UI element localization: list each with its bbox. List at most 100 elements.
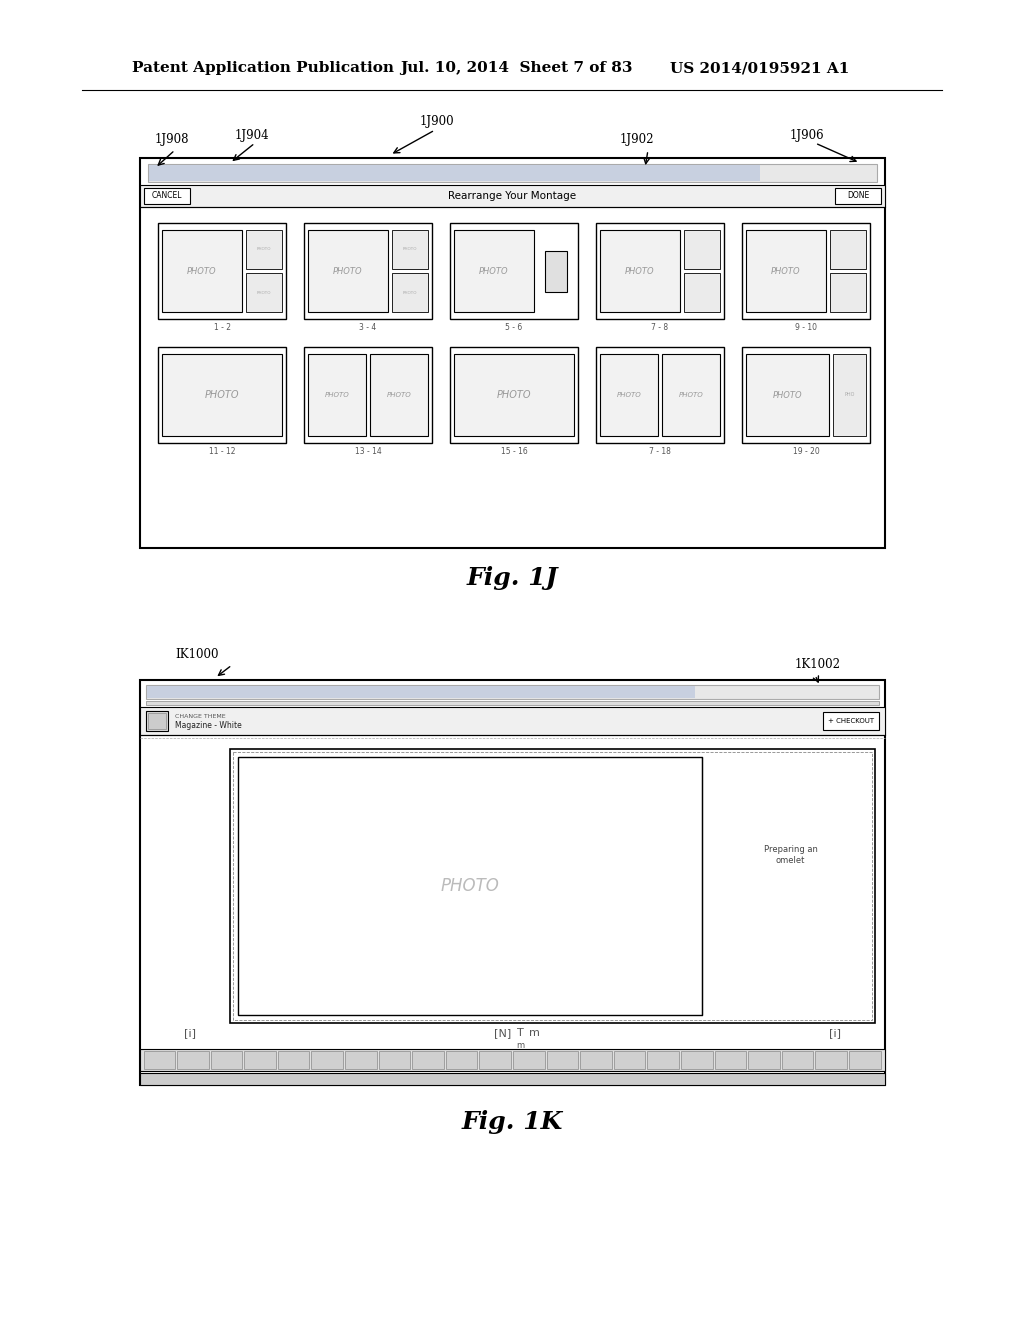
Text: IK1000: IK1000 xyxy=(175,648,218,661)
Bar xyxy=(245,1051,275,1069)
Bar xyxy=(140,1073,885,1085)
Text: Fig. 1J: Fig. 1J xyxy=(466,566,558,590)
Text: 7 - 8: 7 - 8 xyxy=(651,322,669,331)
Bar xyxy=(662,354,720,436)
Text: Preparing an
omelet: Preparing an omelet xyxy=(764,845,817,865)
Bar xyxy=(823,711,879,730)
Bar xyxy=(445,1051,477,1069)
Bar xyxy=(833,354,866,436)
Bar xyxy=(479,1051,511,1069)
Text: PHOTO: PHOTO xyxy=(479,267,509,276)
Text: 1K1002: 1K1002 xyxy=(795,659,841,672)
Bar xyxy=(146,701,879,705)
Bar xyxy=(835,187,881,205)
Text: 1J900: 1J900 xyxy=(420,116,455,128)
Bar xyxy=(450,223,578,319)
Text: + CHECKOUT: + CHECKOUT xyxy=(828,718,874,723)
Bar xyxy=(158,223,286,319)
Bar xyxy=(600,354,658,436)
Text: CHANGE THEME: CHANGE THEME xyxy=(175,714,225,718)
Bar xyxy=(749,1051,779,1069)
Bar xyxy=(849,1051,881,1069)
Bar xyxy=(450,347,578,444)
Bar xyxy=(746,230,826,312)
Text: m: m xyxy=(529,1028,540,1038)
Text: Fig. 1K: Fig. 1K xyxy=(462,1110,562,1134)
Text: [i]: [i] xyxy=(829,1028,841,1038)
Bar xyxy=(454,354,574,436)
Bar xyxy=(150,165,760,181)
Bar xyxy=(600,230,680,312)
Bar xyxy=(246,273,282,312)
Text: DONE: DONE xyxy=(847,191,869,201)
Bar xyxy=(308,354,366,436)
Text: PHOTO: PHOTO xyxy=(325,392,349,399)
Text: 13 - 14: 13 - 14 xyxy=(354,446,381,455)
Bar xyxy=(830,230,866,269)
Bar xyxy=(454,230,534,312)
Bar xyxy=(304,223,432,319)
Text: PHOTO: PHOTO xyxy=(187,267,217,276)
Bar xyxy=(830,273,866,312)
Text: 1J906: 1J906 xyxy=(790,128,824,141)
Bar xyxy=(148,164,877,182)
Bar xyxy=(596,347,724,444)
Text: m: m xyxy=(516,1040,524,1049)
Text: PHO: PHO xyxy=(845,392,855,397)
Bar xyxy=(513,1051,545,1069)
Bar xyxy=(647,1051,679,1069)
Text: PHOTO: PHOTO xyxy=(402,248,417,252)
Bar xyxy=(304,347,432,444)
Bar xyxy=(140,708,885,735)
Text: [N]: [N] xyxy=(494,1028,511,1038)
Bar xyxy=(230,748,874,1023)
Text: 1J908: 1J908 xyxy=(155,133,189,147)
Text: 1 - 2: 1 - 2 xyxy=(213,322,230,331)
Text: PHOTO: PHOTO xyxy=(616,392,641,399)
Bar xyxy=(311,1051,343,1069)
Text: PHOTO: PHOTO xyxy=(205,389,240,400)
Bar xyxy=(162,354,282,436)
Text: Magazine - White: Magazine - White xyxy=(175,722,242,730)
Bar xyxy=(345,1051,377,1069)
Text: 7 - 18: 7 - 18 xyxy=(649,446,671,455)
Text: 1J902: 1J902 xyxy=(620,133,654,147)
Text: PHOTO: PHOTO xyxy=(257,248,271,252)
Bar xyxy=(140,185,885,207)
Text: Patent Application Publication: Patent Application Publication xyxy=(132,61,394,75)
Bar xyxy=(143,1051,175,1069)
Bar xyxy=(742,223,870,319)
Bar xyxy=(392,273,428,312)
Bar xyxy=(140,680,885,1085)
Bar xyxy=(246,230,282,269)
Bar xyxy=(781,1051,813,1069)
Bar xyxy=(233,752,872,1020)
Bar xyxy=(144,187,190,205)
Bar xyxy=(613,1051,645,1069)
Bar xyxy=(162,230,242,312)
Bar xyxy=(742,347,870,444)
Text: PHOTO: PHOTO xyxy=(440,876,500,895)
Bar xyxy=(581,1051,611,1069)
Bar xyxy=(147,686,695,698)
Text: PHOTO: PHOTO xyxy=(497,389,531,400)
Bar xyxy=(684,230,720,269)
Text: PHOTO: PHOTO xyxy=(773,391,803,400)
Text: [i]: [i] xyxy=(184,1028,196,1038)
Bar xyxy=(379,1051,411,1069)
Text: 5 - 6: 5 - 6 xyxy=(506,322,522,331)
Bar xyxy=(681,1051,713,1069)
Text: PHOTO: PHOTO xyxy=(402,290,417,294)
Text: US 2014/0195921 A1: US 2014/0195921 A1 xyxy=(670,61,849,75)
Bar xyxy=(545,251,567,292)
Text: PHOTO: PHOTO xyxy=(771,267,801,276)
Text: 9 - 10: 9 - 10 xyxy=(795,322,817,331)
Bar xyxy=(392,230,428,269)
Text: PHOTO: PHOTO xyxy=(387,392,412,399)
Text: 3 - 4: 3 - 4 xyxy=(359,322,377,331)
Bar xyxy=(815,1051,847,1069)
Text: T: T xyxy=(517,1028,524,1038)
Bar xyxy=(177,1051,209,1069)
Bar xyxy=(684,273,720,312)
Bar xyxy=(308,230,388,312)
